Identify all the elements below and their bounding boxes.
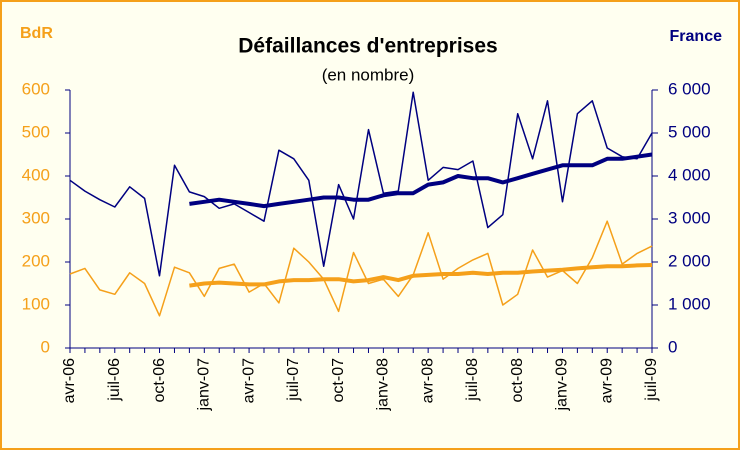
y-tick-label: 0 <box>41 337 50 356</box>
x-tick-label: avr-08 <box>419 358 436 403</box>
y-tick-label: 600 <box>22 79 50 98</box>
x-tick-label: janv-07 <box>196 358 213 412</box>
chart-subtitle: (en nombre) <box>322 65 415 84</box>
y2-tick-label: 6 000 <box>668 79 711 98</box>
x-tick-label: juil-09 <box>643 358 660 402</box>
x-tick-label: janv-08 <box>375 358 392 412</box>
x-tick-label: avr-06 <box>61 358 78 403</box>
y2-tick-label: 4 000 <box>668 165 711 184</box>
y2-tick-label: 1 000 <box>668 294 711 313</box>
y-tick-label: 100 <box>22 294 50 313</box>
series-line <box>69 91 653 277</box>
x-tick-label: janv-09 <box>554 358 571 412</box>
x-tick-label: juil-07 <box>285 358 302 402</box>
y-tick-label: 500 <box>22 122 50 141</box>
y-axis-title: BdR <box>20 25 53 42</box>
y-tick-label: 400 <box>22 165 50 184</box>
x-tick-label: oct-07 <box>330 358 347 403</box>
y-tick-label: 200 <box>22 251 50 270</box>
x-tick-label: juil-08 <box>464 358 481 402</box>
y-tick-label: 300 <box>22 208 50 227</box>
y2-tick-label: 5 000 <box>668 122 711 141</box>
series-line <box>189 152 653 209</box>
x-tick-label: juil-06 <box>106 358 123 402</box>
y2-tick-label: 0 <box>668 337 677 356</box>
x-tick-label: avr-07 <box>240 358 257 403</box>
series-line <box>189 263 653 288</box>
y2-axis-title: France <box>670 28 723 45</box>
y2-tick-label: 2 000 <box>668 251 711 270</box>
x-tick-label: oct-08 <box>509 358 526 403</box>
x-tick-label: oct-06 <box>151 358 168 403</box>
y2-tick-label: 3 000 <box>668 208 711 227</box>
series-line <box>69 220 653 317</box>
chart-title: Défaillances d'entreprises <box>238 35 497 58</box>
x-tick-label: avr-09 <box>598 358 615 403</box>
